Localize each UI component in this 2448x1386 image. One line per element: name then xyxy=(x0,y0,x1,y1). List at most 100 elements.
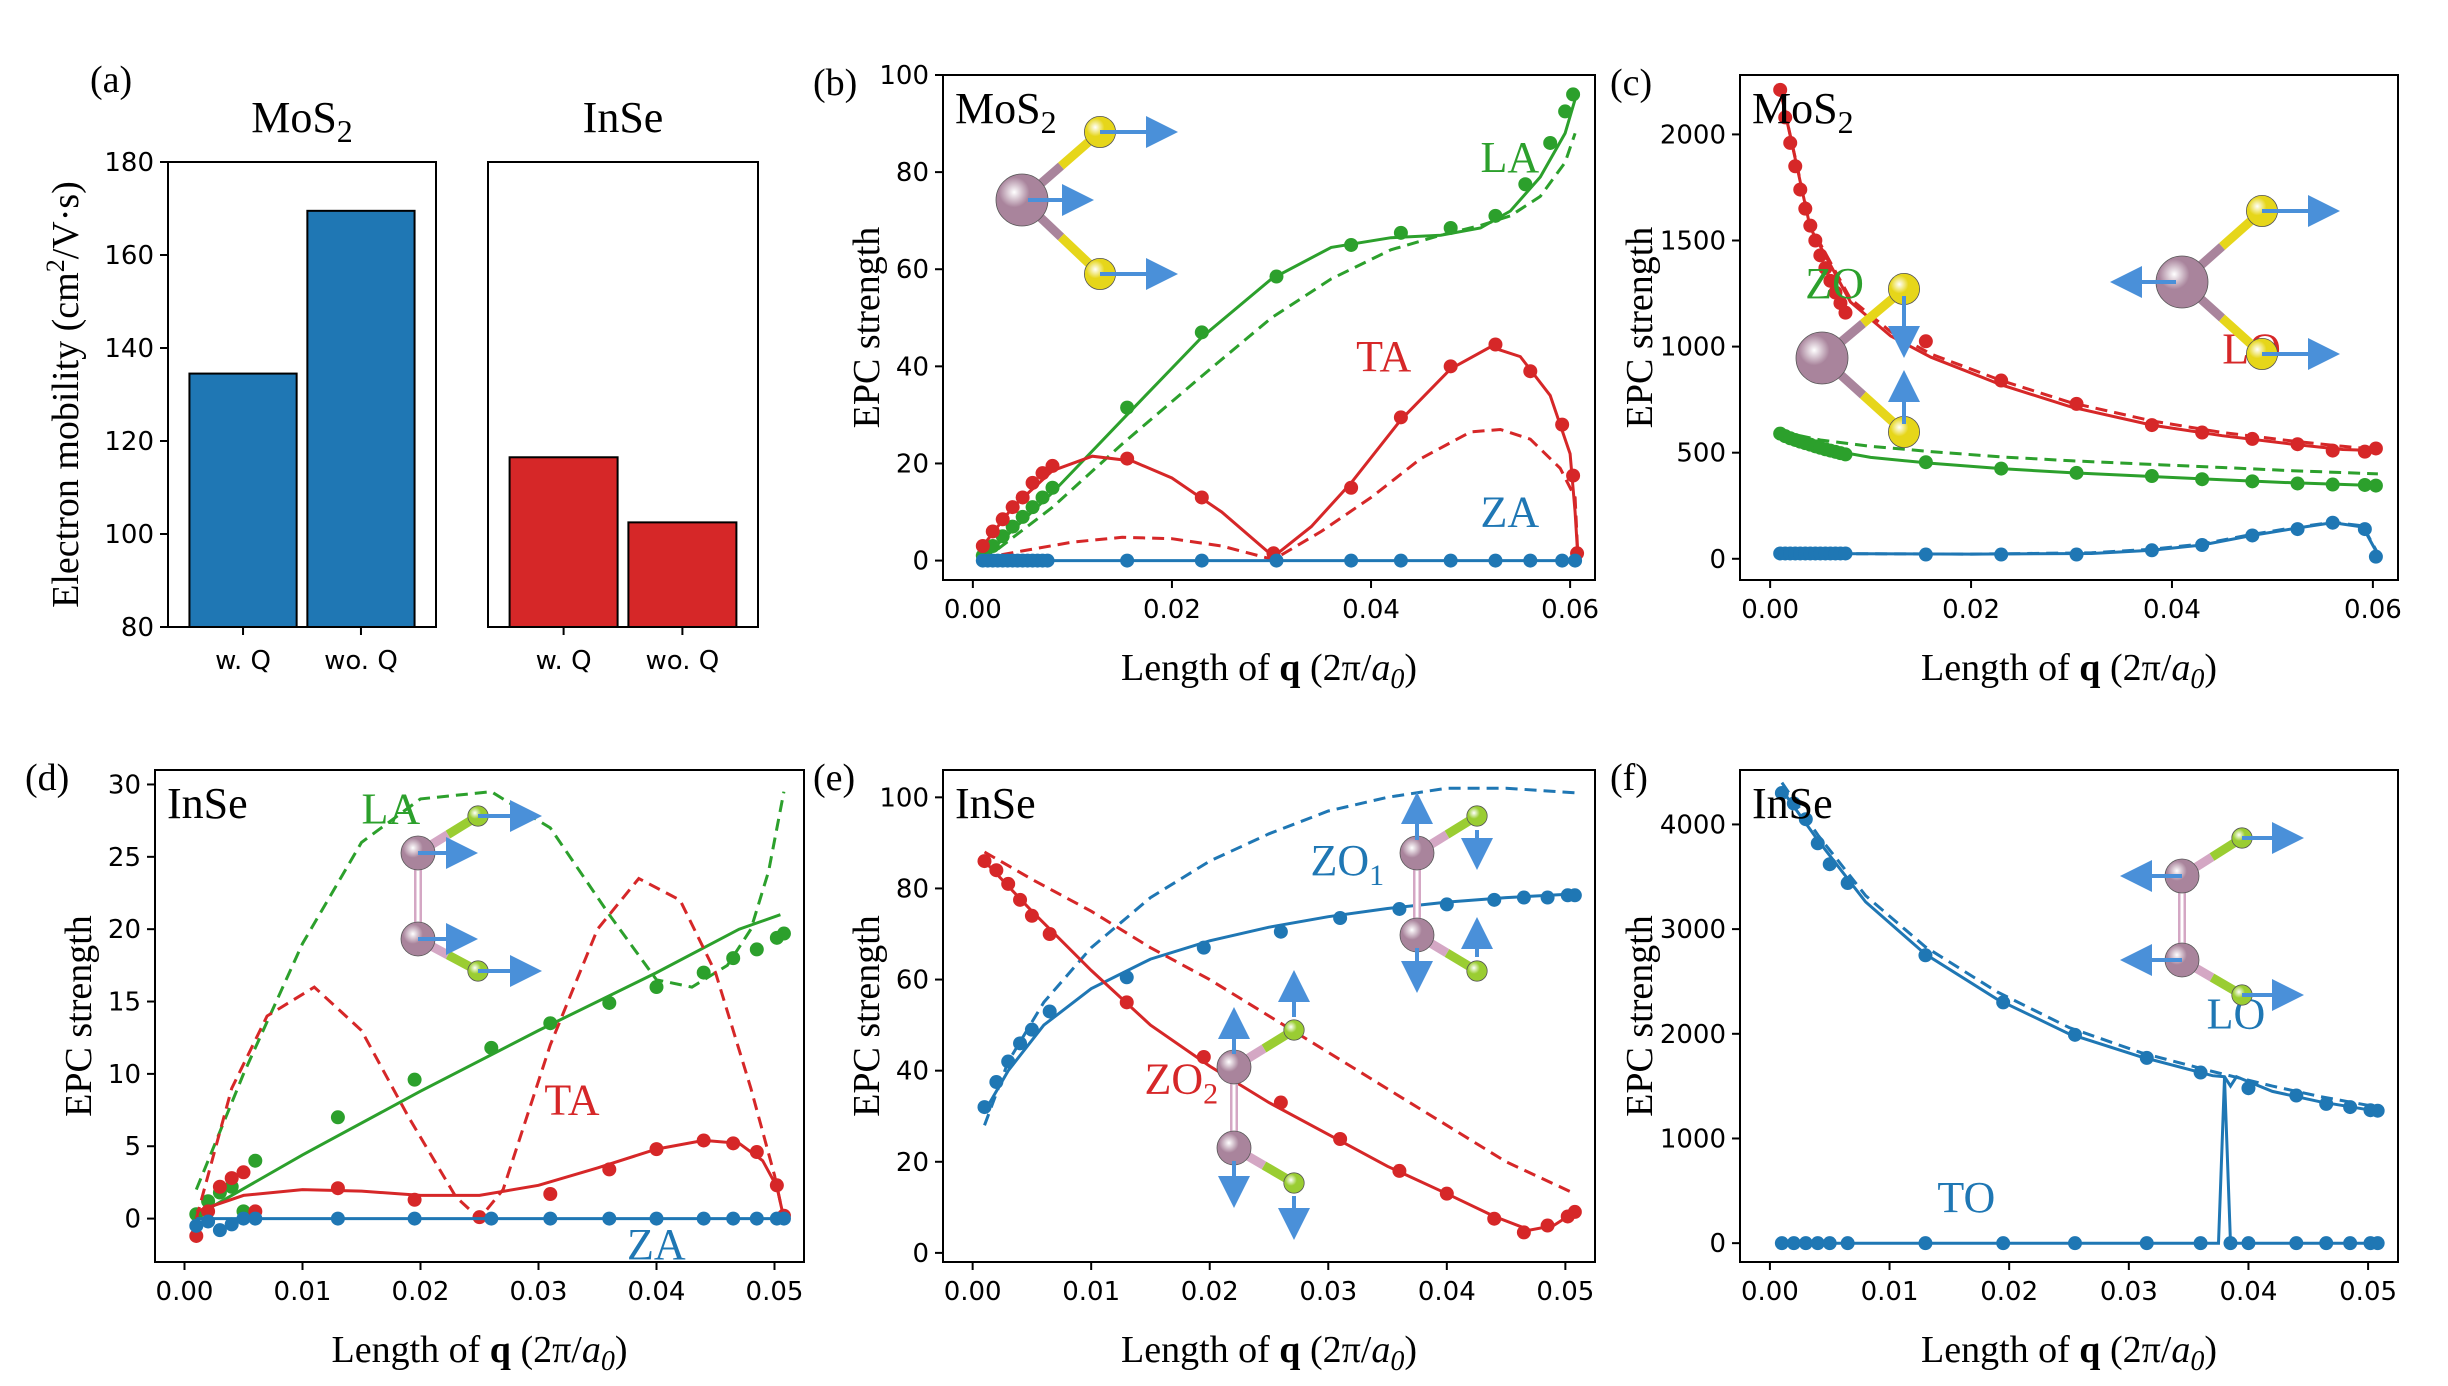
data-point-lo xyxy=(2343,1100,2358,1115)
series-lo xyxy=(1773,82,2383,459)
y-tick-label: 100 xyxy=(879,783,929,813)
in-atom-icon xyxy=(1216,1049,1252,1085)
series-label-zo: ZO xyxy=(1805,259,1864,308)
series-label-main: ZO xyxy=(1805,259,1864,308)
data-point-la xyxy=(248,1153,263,1168)
data-point-zo xyxy=(2368,478,2383,493)
y-tick-label: 40 xyxy=(896,352,929,382)
x-axis-label-a: a xyxy=(1371,647,1390,689)
data-point-za xyxy=(2290,522,2305,537)
x-axis-label-sub: 0 xyxy=(1390,1346,1404,1377)
y-axis-label: EPC strength xyxy=(1619,915,1661,1117)
data-point-za xyxy=(1523,553,1538,568)
data-point-ta xyxy=(975,539,990,554)
x-tick-label: wo. Q xyxy=(646,646,720,676)
data-point-ta xyxy=(1344,480,1359,495)
x-axis-label-c: Length of q (2π/a0) xyxy=(1921,647,2217,695)
data-point-lo xyxy=(1840,876,1855,891)
bar-wq xyxy=(188,372,298,629)
panel-label-f: (f) xyxy=(1610,757,1648,799)
data-point-zo xyxy=(2245,474,2260,489)
dashed-curve-lo xyxy=(1780,781,2378,1109)
data-point-lo xyxy=(1774,786,1789,801)
data-point-za xyxy=(776,1211,791,1226)
data-point-lo xyxy=(1803,218,1818,233)
bar-woq xyxy=(627,521,738,628)
x-tick-label: 0.04 xyxy=(2220,1277,2278,1307)
x-axis-label-paren: (2π/ xyxy=(511,1329,582,1371)
material-name: MoS xyxy=(955,84,1041,133)
axes-frame xyxy=(1739,74,2399,581)
data-point-to xyxy=(1918,1236,1933,1251)
series-ta xyxy=(975,337,1585,562)
data-point-ta xyxy=(995,512,1010,527)
plot-area xyxy=(975,87,1585,568)
data-point-to xyxy=(2319,1236,2334,1251)
data-point-zo2 xyxy=(1516,1225,1531,1240)
y-tick-label: 20 xyxy=(108,915,141,945)
x-axis-label-sub: 0 xyxy=(601,1346,615,1377)
data-point-ta xyxy=(1443,359,1458,374)
panel-label-d: (d) xyxy=(25,757,69,799)
data-point-zo1 xyxy=(1119,970,1134,985)
data-point-za xyxy=(2325,515,2340,530)
series-label-main: LA xyxy=(362,785,421,834)
data-point-zo2 xyxy=(1024,908,1039,923)
y-axis-label-suffix: /V·s) xyxy=(45,181,87,259)
data-point-ta xyxy=(1025,475,1040,490)
data-point-to xyxy=(2241,1236,2256,1251)
series-label-to: TO xyxy=(1937,1173,1995,1222)
data-point-lo xyxy=(2241,1081,2256,1096)
data-point-la xyxy=(1269,269,1284,284)
data-point-lo xyxy=(1996,995,2011,1010)
x-axis-label-close: ) xyxy=(1404,1329,1417,1371)
y-tick-label: 60 xyxy=(896,255,929,285)
data-point-la xyxy=(1025,500,1040,515)
data-point-za xyxy=(1918,547,1933,562)
data-point-zo2 xyxy=(1540,1218,1555,1233)
x-axis-label-q: q xyxy=(2079,1329,2100,1371)
series-ta xyxy=(189,876,791,1243)
y-tick-label: 0 xyxy=(1709,545,1726,575)
y-tick-label: 60 xyxy=(896,966,929,996)
data-point-to xyxy=(1996,1236,2011,1251)
data-point-lo xyxy=(1918,948,1933,963)
data-point-to xyxy=(1822,1236,1837,1251)
y-tick-label: 2000 xyxy=(1660,1020,1726,1050)
data-point-ta xyxy=(1035,466,1050,481)
plot-area xyxy=(1773,82,2383,564)
data-point-lo xyxy=(2357,444,2372,459)
data-point-za xyxy=(1568,553,1583,568)
dashed-curve-ta xyxy=(194,876,786,1221)
y-tick-label: 80 xyxy=(896,158,929,188)
data-point-lo xyxy=(1810,836,1825,851)
data-point-la xyxy=(1443,220,1458,235)
x-axis-label-a: a xyxy=(1371,1329,1390,1371)
y-tick-label: 25 xyxy=(108,843,141,873)
subplot-title-main: MoS xyxy=(251,93,337,142)
data-point-zo xyxy=(1994,461,2009,476)
x-tick-label: 0.00 xyxy=(1741,595,1799,625)
data-point-la xyxy=(602,995,617,1010)
data-point-la xyxy=(1488,208,1503,223)
data-point-za xyxy=(1443,553,1458,568)
x-axis-label-q: q xyxy=(1279,1329,1300,1371)
x-axis-label-paren: (2π/ xyxy=(2100,647,2171,689)
data-point-zo1 xyxy=(1001,1054,1016,1069)
y-tick-label: 15 xyxy=(108,988,141,1018)
se-atom-icon xyxy=(1466,960,1488,982)
y-tick-label: 0 xyxy=(1709,1229,1726,1259)
series-label-sub: 1 xyxy=(1369,859,1384,892)
data-point-zo1 xyxy=(1273,924,1288,939)
se-atom-icon xyxy=(1466,805,1488,827)
material-name: MoS xyxy=(1752,84,1838,133)
mo-atom-icon xyxy=(1795,331,1849,385)
series-zo xyxy=(1773,426,2383,493)
series-la xyxy=(975,87,1581,563)
inse-la-structure-icon xyxy=(400,800,542,987)
data-point-to xyxy=(1798,1236,1813,1251)
data-point-to xyxy=(1810,1236,1825,1251)
in-atom-icon xyxy=(1216,1130,1252,1166)
